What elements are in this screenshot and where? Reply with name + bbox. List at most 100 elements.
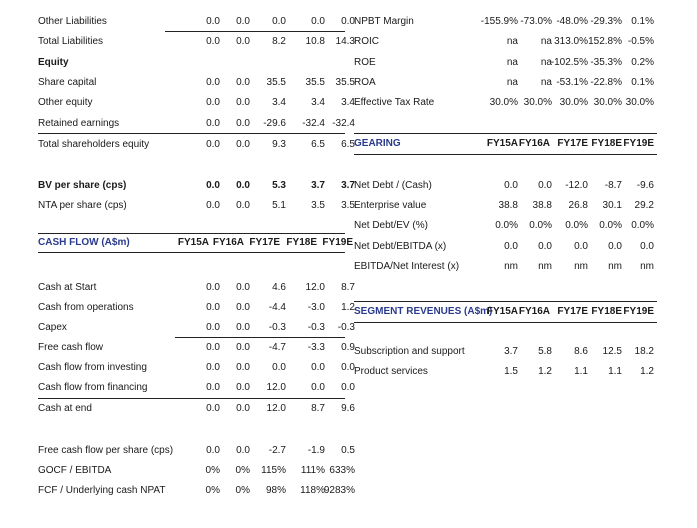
- cell: 0.0: [206, 16, 220, 27]
- column-header: FY19E: [623, 306, 654, 317]
- cell: 0.0: [206, 97, 220, 108]
- cell: na: [506, 36, 518, 47]
- table-row: Other Liabilities 0.0 0.0 0.0 0.0 0.0: [38, 14, 355, 30]
- cell: 0.0: [538, 241, 552, 252]
- cell: na: [540, 77, 552, 88]
- cash-flow-header: CASH FLOW (A$m) FY15A FY16A FY17E FY18E …: [38, 235, 353, 251]
- table-row: FCF / Underlying cash NPAT 0% 0% 98% 118…: [38, 483, 355, 499]
- cell: 30.0%: [523, 97, 552, 108]
- cell: 313.0%: [554, 36, 588, 47]
- divider: [38, 233, 345, 234]
- cell: -155.9%: [480, 16, 518, 27]
- cell: 0%: [205, 465, 220, 476]
- table-row: Share capital 0.0 0.0 35.5 35.5 35.5: [38, 75, 355, 91]
- row-label: Effective Tax Rate: [354, 97, 435, 108]
- cell: 98%: [265, 485, 286, 496]
- column-header: FY19E: [623, 138, 654, 149]
- cell: 12.0: [266, 403, 286, 414]
- row-label: NTA per share (cps): [38, 200, 127, 211]
- cell: 0.0: [206, 445, 220, 456]
- row-label: Net Debt/EV (%): [354, 220, 428, 231]
- cell: 14.3: [335, 36, 355, 47]
- table-row: NTA per share (cps) 0.0 0.0 5.1 3.5 3.5: [38, 198, 355, 214]
- cell: 0.0: [236, 139, 250, 150]
- right-panel: NPBT Margin -155.9% -73.0% -48.0% -29.3%…: [354, 14, 657, 414]
- cell: -0.3: [307, 322, 325, 333]
- cell: 0.0: [236, 36, 250, 47]
- cell: 0.0: [206, 118, 220, 129]
- table-row: Product services 1.5 1.2 1.1 1.1 1.2: [354, 364, 657, 380]
- cell: 111%: [300, 465, 325, 476]
- row-label: BV per share (cps): [38, 180, 127, 191]
- row-label: Equity: [38, 57, 69, 68]
- cell: 0.0%: [529, 220, 552, 231]
- divider: [354, 133, 657, 134]
- cell: 115%: [261, 465, 286, 476]
- cell: 0.0: [236, 445, 250, 456]
- cell: 0.0: [206, 200, 220, 211]
- cell: 0.0: [236, 180, 250, 191]
- cell: 3.7: [311, 180, 325, 191]
- row-label: ROA: [354, 77, 376, 88]
- cell: 5.1: [272, 200, 286, 211]
- cell: 3.4: [272, 97, 286, 108]
- cell: -12.0: [565, 180, 588, 191]
- row-label: Free cash flow: [38, 342, 104, 353]
- cell: 0.0: [236, 362, 250, 373]
- cell: 38.8: [498, 200, 518, 211]
- table-row: Capex 0.0 0.0 -0.3 -0.3 -0.3: [38, 320, 355, 336]
- table-row: BV per share (cps) 0.0 0.0 5.3 3.7 3.7: [38, 178, 355, 194]
- section-title: CASH FLOW (A$m): [38, 237, 130, 248]
- row-label: Net Debt/EBITDA (x): [354, 241, 447, 252]
- cell: 12.0: [266, 382, 286, 393]
- cell: 30.0%: [625, 97, 654, 108]
- cell: 6.5: [341, 139, 355, 150]
- column-header: FY17E: [249, 237, 280, 248]
- table-row: ROE na na -102.5% -35.3% 0.2%: [354, 55, 657, 71]
- cell: -0.5%: [627, 36, 654, 47]
- table-row: Net Debt/EV (%) 0.0% 0.0% 0.0% 0.0% 0.0%: [354, 218, 657, 234]
- row-label: Net Debt / (Cash): [354, 180, 432, 191]
- row-label: Total shareholders equity: [38, 139, 150, 150]
- table-row: Net Debt / (Cash) 0.0 0.0 -12.0 -8.7 -9.…: [354, 178, 657, 194]
- row-label: Enterprise value: [354, 200, 427, 211]
- left-panel: Other Liabilities 0.0 0.0 0.0 0.0 0.0 To…: [38, 14, 355, 514]
- cell: 1.2: [538, 366, 552, 377]
- cell: -73.0%: [520, 16, 552, 27]
- cell: 3.5: [341, 200, 355, 211]
- cell: 3.4: [341, 97, 355, 108]
- cell: -32.4: [332, 118, 355, 129]
- cell: 0.9: [341, 342, 355, 353]
- cell: 1.2: [341, 302, 355, 313]
- divider: [354, 301, 657, 302]
- cell: 9283%: [323, 485, 355, 496]
- cell: 8.2: [272, 36, 286, 47]
- table-row: Total Liabilities 0.0 0.0 8.2 10.8 14.3: [38, 34, 355, 50]
- cell: 0.0: [236, 322, 250, 333]
- cell: 0.0: [236, 77, 250, 88]
- cell: 18.2: [634, 346, 654, 357]
- cell: -3.0: [307, 302, 325, 313]
- table-row: Effective Tax Rate 30.0% 30.0% 30.0% 30.…: [354, 95, 657, 111]
- table-row: ROIC na na 313.0% 152.8% -0.5%: [354, 34, 657, 50]
- cell: -9.6: [636, 180, 654, 191]
- row-label: Subscription and support: [354, 346, 465, 357]
- cell: 0.0%: [599, 220, 622, 231]
- row-label: Other equity: [38, 97, 93, 108]
- cell: 0.0: [236, 403, 250, 414]
- column-header: FY15A: [486, 306, 518, 317]
- cell: 29.2: [634, 200, 654, 211]
- section-title: SEGMENT REVENUES (A$m): [354, 306, 493, 317]
- cell: 1.1: [608, 366, 622, 377]
- cell: 0.0: [206, 362, 220, 373]
- cell: 0.0: [341, 362, 355, 373]
- row-label: FCF / Underlying cash NPAT: [38, 485, 166, 496]
- cell: na: [540, 57, 552, 68]
- cell: 8.6: [574, 346, 588, 357]
- cell: 0%: [205, 485, 220, 496]
- cell: 0.0: [206, 302, 220, 313]
- row-label: Other Liabilities: [38, 16, 107, 27]
- cell: nm: [640, 261, 654, 272]
- cell: -0.3: [337, 322, 355, 333]
- divider: [354, 322, 657, 323]
